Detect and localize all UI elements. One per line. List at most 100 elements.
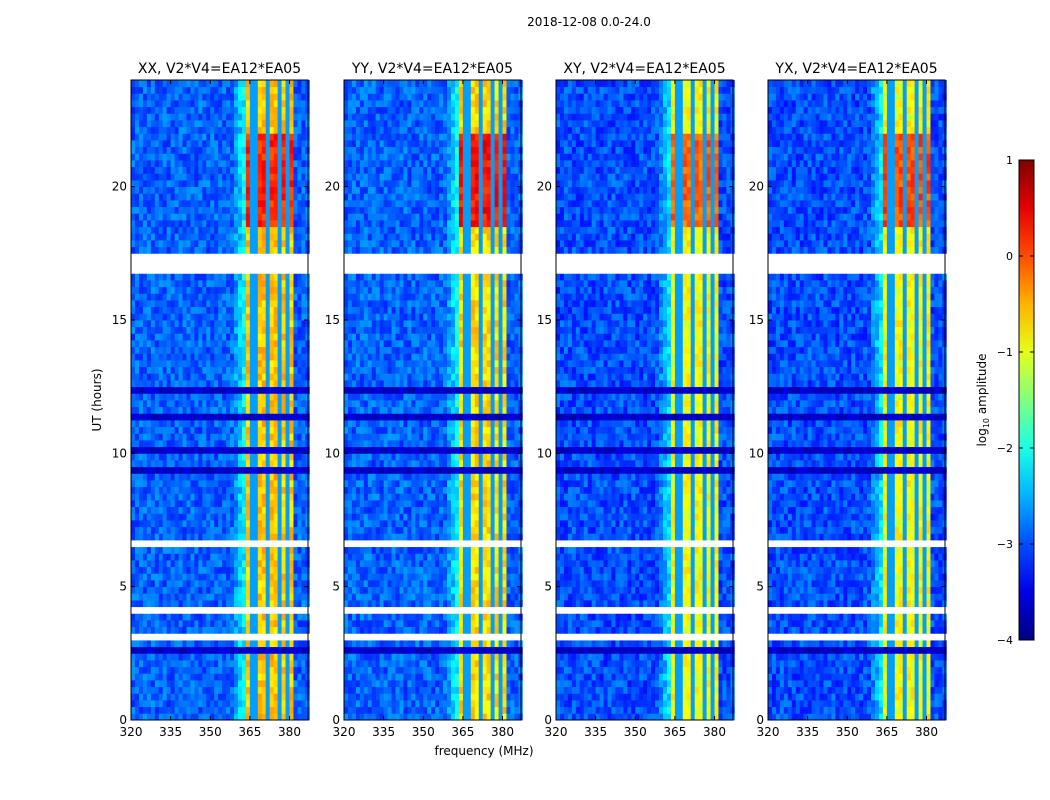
heatmap-cell xyxy=(360,680,364,687)
heatmap-cell xyxy=(262,540,266,547)
heatmap-cell xyxy=(439,680,443,687)
heatmap-cell xyxy=(246,553,250,560)
heatmap-cell xyxy=(147,433,151,440)
heatmap-cell xyxy=(198,580,202,587)
heatmap-cell xyxy=(131,613,135,620)
heatmap-cell xyxy=(151,627,155,634)
heatmap-cell xyxy=(282,507,286,514)
heatmap-cell xyxy=(167,193,171,200)
heatmap-cell xyxy=(175,613,179,620)
heatmap-cell xyxy=(222,193,226,200)
heatmap-cell xyxy=(202,700,206,707)
heatmap-cell xyxy=(147,120,151,127)
heatmap-cell xyxy=(403,693,407,700)
heatmap-cell xyxy=(297,540,301,547)
heatmap-cell xyxy=(194,280,198,287)
heatmap-cell xyxy=(290,160,294,167)
heatmap-cell xyxy=(293,587,297,594)
heatmap-cell xyxy=(510,673,514,680)
heatmap-cell xyxy=(293,573,297,580)
heatmap-cell xyxy=(246,473,250,480)
heatmap-cell xyxy=(266,247,270,254)
heatmap-cell xyxy=(396,673,400,680)
heatmap-cell xyxy=(451,707,455,714)
heatmap-cell xyxy=(286,220,290,227)
heatmap-cell xyxy=(262,493,266,500)
heatmap-cell xyxy=(202,633,206,640)
heatmap-cell xyxy=(293,713,297,720)
heatmap-cell xyxy=(194,233,198,240)
heatmap-cell xyxy=(270,493,274,500)
heatmap-cell xyxy=(179,120,183,127)
heatmap-cell xyxy=(242,300,246,307)
heatmap-cell xyxy=(250,573,254,580)
heatmap-cell xyxy=(131,393,135,400)
heatmap-cell xyxy=(218,633,222,640)
heatmap-cell xyxy=(479,640,483,647)
heatmap-cell xyxy=(214,527,218,534)
heatmap-cell xyxy=(282,627,286,634)
heatmap-cell xyxy=(238,93,242,100)
heatmap-cell xyxy=(143,113,147,120)
heatmap-cell xyxy=(415,693,419,700)
heatmap-cell xyxy=(179,127,183,134)
heatmap-cell xyxy=(254,460,258,467)
heatmap-cell xyxy=(278,633,282,640)
heatmap-cell xyxy=(278,247,282,254)
heatmap-cell xyxy=(222,253,226,260)
heatmap-cell xyxy=(352,667,356,674)
heatmap-cell xyxy=(218,647,222,654)
heatmap-cell xyxy=(439,673,443,680)
heatmap-cell xyxy=(218,440,222,447)
heatmap-cell xyxy=(270,300,274,307)
heatmap-cell xyxy=(194,333,198,340)
heatmap-cell xyxy=(250,700,254,707)
heatmap-cell xyxy=(143,100,147,107)
heatmap-cell xyxy=(376,660,380,667)
heatmap-cell xyxy=(163,653,167,660)
heatmap-cell xyxy=(250,187,254,194)
heatmap-cell xyxy=(159,240,163,247)
heatmap-cell xyxy=(258,580,262,587)
heatmap-cell xyxy=(175,433,179,440)
heatmap-cell xyxy=(214,273,218,280)
heatmap-cell xyxy=(352,640,356,647)
heatmap-cell xyxy=(198,680,202,687)
heatmap-cell xyxy=(499,633,503,640)
heatmap-cell xyxy=(210,207,214,214)
heatmap-cell xyxy=(135,573,139,580)
heatmap-cell xyxy=(282,620,286,627)
heatmap-cell xyxy=(344,687,348,694)
heatmap-cell xyxy=(206,353,210,360)
heatmap-cell xyxy=(451,647,455,654)
heatmap-cell xyxy=(301,493,305,500)
heatmap-cell xyxy=(159,93,163,100)
heatmap-cell xyxy=(234,427,238,434)
heatmap-cell xyxy=(171,347,175,354)
heatmap-cell xyxy=(503,633,507,640)
heatmap-cell xyxy=(455,640,459,647)
heatmap-cell xyxy=(230,540,234,547)
heatmap-cell xyxy=(376,707,380,714)
heatmap-cell xyxy=(190,413,194,420)
heatmap-cell xyxy=(210,173,214,180)
heatmap-cell xyxy=(198,653,202,660)
heatmap-cell xyxy=(254,580,258,587)
heatmap-cell xyxy=(190,120,194,127)
heatmap-cell xyxy=(254,693,258,700)
heatmap-cell xyxy=(266,507,270,514)
heatmap-cell xyxy=(396,680,400,687)
heatmap-cell xyxy=(222,93,226,100)
heatmap-cell xyxy=(278,327,282,334)
heatmap-cell xyxy=(155,627,159,634)
heatmap-cell xyxy=(179,687,183,694)
heatmap-cell xyxy=(286,393,290,400)
heatmap-cell xyxy=(419,673,423,680)
heatmap-cell xyxy=(278,673,282,680)
heatmap-cell xyxy=(246,593,250,600)
heatmap-cell xyxy=(151,180,155,187)
heatmap-cell xyxy=(262,140,266,147)
heatmap-cell xyxy=(210,187,214,194)
heatmap-cell xyxy=(175,427,179,434)
heatmap-cell xyxy=(297,207,301,214)
